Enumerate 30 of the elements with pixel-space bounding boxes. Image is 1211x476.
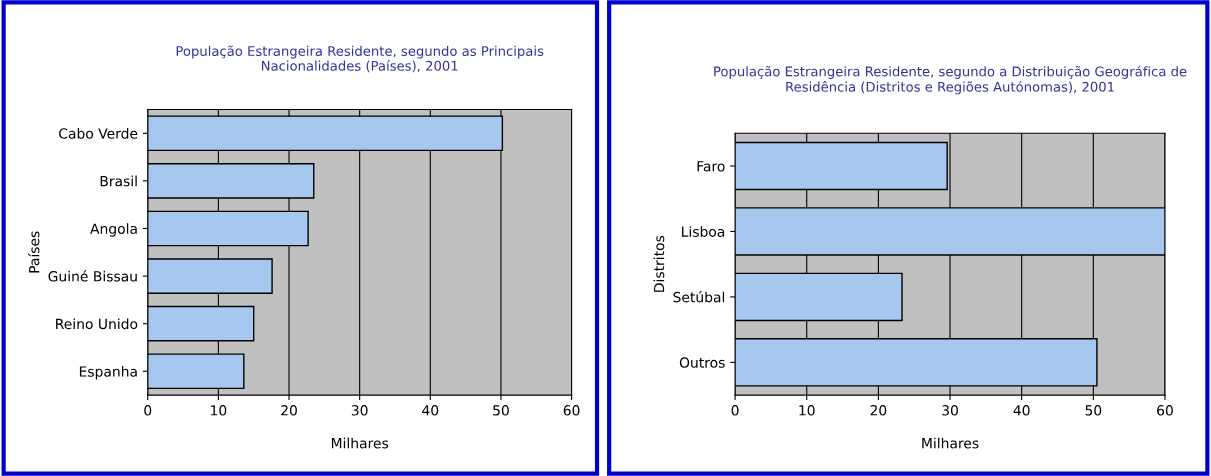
y-axis-title: Países [28, 231, 40, 273]
y-tick-label: Guiné Bissau [48, 270, 137, 282]
x-tick-label: 40 [1013, 405, 1030, 416]
chart-title: População Estrangeira Residente, segundo as Principais Nacionalidades (Países), 2001 [176, 45, 544, 73]
x-tick-label: 0 [144, 405, 152, 416]
y-tick-label: Cabo Verde [59, 128, 138, 139]
y-tick-label: Espanha [79, 366, 137, 380]
x-tick-label: 20 [870, 405, 887, 416]
y-tick-label: Angola [90, 223, 137, 237]
x-tick-label: 50 [1085, 405, 1102, 416]
x-tick-label: 50 [493, 405, 509, 416]
y-tick-label: Setúbal [673, 291, 725, 303]
y-tick-label: Brasil [100, 175, 137, 187]
y-tick-label: Lisboa [682, 226, 725, 237]
x-tick-label: 60 [1157, 405, 1173, 416]
x-tick-label: 0 [731, 405, 739, 416]
x-tick-label: 40 [422, 405, 439, 416]
x-tick-label: 10 [799, 405, 815, 416]
x-tick-label: 20 [281, 405, 297, 416]
x-tick-label: 10 [211, 405, 227, 416]
y-tick-label: Faro [697, 161, 725, 172]
x-tick-label: 30 [942, 405, 958, 416]
x-tick-label: 30 [351, 405, 368, 416]
x-tick-label: 60 [563, 405, 580, 416]
x-axis-title: Milhares [331, 437, 389, 449]
y-tick-label: Reino Unido [56, 318, 138, 330]
chart-title: População Estrangeira Residente, segundo a Distribuição Geográfica de Residência (Distritos e Regiões Autónomas), 2001 [714, 65, 1187, 95]
y-axis-title: Distritos [653, 235, 665, 292]
y-tick-label: Outros [679, 357, 725, 368]
x-axis-title: Milhares [922, 437, 979, 449]
